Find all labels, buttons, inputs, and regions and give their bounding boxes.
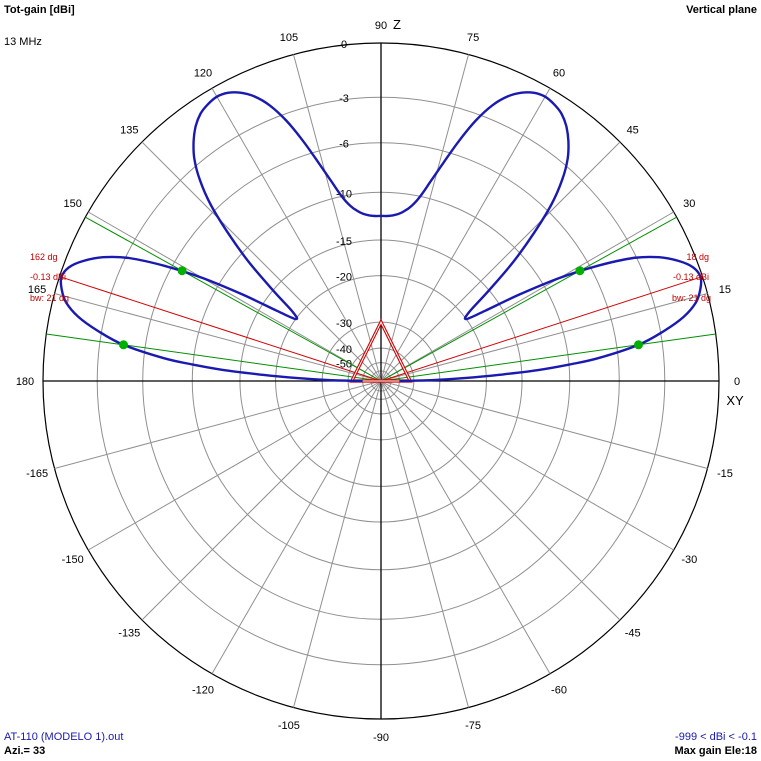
angle-tick-label: -75: [465, 720, 481, 732]
radial-spoke: [293, 54, 382, 382]
angle-tick-label: 45: [627, 124, 639, 136]
frequency-label: 13 MHz: [4, 36, 42, 48]
angle-tick-label: -105: [278, 720, 300, 732]
radial-spoke: [88, 211, 382, 382]
max-gain-line: [380, 276, 703, 382]
annotation-right-bw: bw: 21 dg: [672, 293, 711, 303]
z-axis-label: Z: [393, 17, 401, 32]
angle-tick-label: -45: [625, 628, 641, 640]
radial-spoke: [380, 88, 551, 382]
radial-spoke: [380, 211, 674, 382]
inner-triangle-core: [350, 320, 412, 382]
radial-spoke: [380, 380, 551, 674]
half-power-point: [575, 266, 585, 276]
radial-spoke: [380, 293, 708, 382]
radial-spoke: [380, 141, 621, 382]
max-gain-label: Max gain Ele:18: [674, 745, 757, 757]
angle-tick-label: 60: [553, 68, 565, 80]
gain-ring-label: -20: [336, 272, 352, 284]
half-power-point: [634, 340, 643, 350]
max-gain-line: [59, 276, 382, 382]
radial-spoke: [141, 380, 382, 621]
radial-spoke: [293, 380, 382, 708]
angle-tick-label: 135: [120, 124, 138, 136]
gain-ring-label: -15: [336, 236, 352, 248]
angle-tick-label: -30: [681, 554, 697, 566]
beamwidth-line: [380, 216, 677, 382]
angle-tick-label: 120: [194, 68, 212, 80]
azimuth-label: Azi.= 33: [4, 745, 46, 757]
gain-ring-label: -40: [336, 344, 352, 356]
xy-axis-label: XY: [726, 393, 744, 408]
half-power-point: [177, 266, 187, 276]
file-name-label: AT-110 (MODELO 1).out: [4, 731, 124, 743]
annotation-right-angle: 18 dg: [686, 252, 709, 262]
angle-tick-label: -135: [118, 628, 140, 640]
gain-ring-label: -3: [339, 93, 349, 105]
chart-title: Tot-gain [dBi]: [4, 4, 75, 16]
gain-ring-label: 0: [341, 39, 347, 51]
angle-tick-label: 90: [375, 20, 387, 32]
annotation-left-gain: -0.13 dBi: [30, 272, 66, 282]
radial-spoke: [54, 293, 382, 382]
gain-ring-label: -6: [339, 139, 349, 151]
radial-spoke: [380, 380, 674, 551]
radial-spoke: [211, 380, 382, 674]
beamwidth-line: [85, 216, 382, 382]
annotation-left-bw: bw: 21 dg: [30, 293, 69, 303]
radial-spoke: [211, 88, 382, 382]
annotation-left-angle: 162 dg: [30, 252, 58, 262]
angle-tick-label: 165: [28, 284, 46, 296]
angle-tick-label: 75: [467, 32, 479, 44]
radial-spoke: [380, 54, 469, 382]
beamwidth-line: [380, 333, 716, 382]
angle-tick-label: -150: [62, 554, 84, 566]
gain-ring-label: -30: [336, 318, 352, 330]
angle-tick-label: -15: [717, 468, 733, 480]
angle-tick-label: 150: [64, 198, 82, 210]
angle-tick-label: 180: [16, 376, 34, 388]
radial-spoke: [380, 380, 621, 621]
plane-label: Vertical plane: [686, 4, 757, 16]
beamwidth-line: [46, 333, 382, 382]
angle-tick-label: -60: [551, 684, 567, 696]
gain-range-label: -999 < dBi < -0.1: [675, 731, 757, 743]
radial-spoke: [380, 380, 708, 469]
radial-spoke: [88, 380, 382, 551]
annotation-right-gain: -0.13 dBi: [673, 272, 709, 282]
angle-tick-label: -120: [192, 684, 214, 696]
angle-tick-label: -165: [26, 468, 48, 480]
angle-tick-label: -90: [373, 732, 389, 744]
angle-tick-label: 105: [280, 32, 298, 44]
half-power-point: [119, 340, 128, 350]
gain-ring-label: -10: [336, 188, 352, 200]
radial-spoke: [141, 141, 382, 382]
radiation-pattern: [59, 91, 703, 383]
radial-spoke: [54, 380, 382, 469]
angle-tick-label: 0: [734, 376, 740, 388]
radial-spoke: [380, 380, 469, 708]
angle-tick-label: 30: [683, 198, 695, 210]
angle-tick-label: 15: [719, 284, 731, 296]
